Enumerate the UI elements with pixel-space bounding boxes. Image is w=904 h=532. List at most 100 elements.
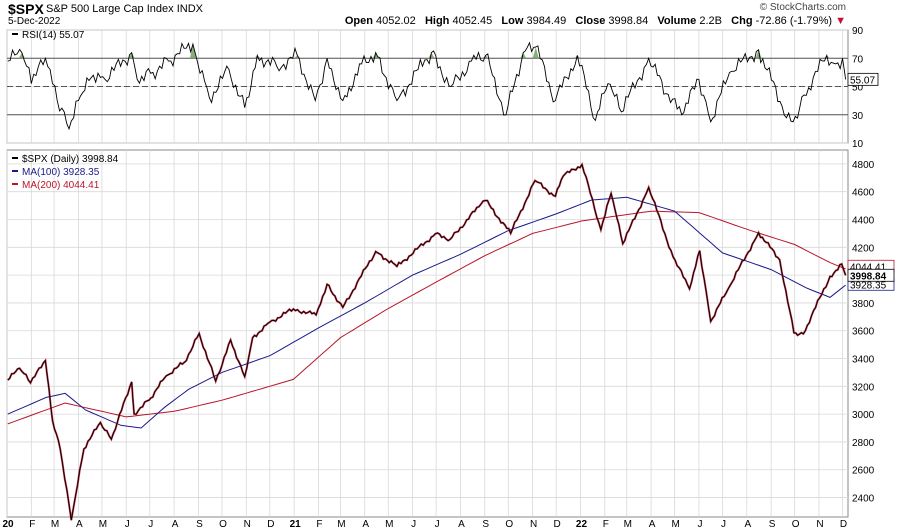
high-label: High: [424, 15, 450, 27]
rsi-last-value-label: 55.07: [850, 75, 875, 86]
x-tick-label: N: [816, 519, 823, 530]
price-y-tick-label: 4200: [852, 243, 875, 254]
x-tick-label: O: [219, 519, 227, 530]
brand-logo[interactable]: © StockCharts.com: [759, 2, 846, 13]
x-tick-label: A: [362, 519, 369, 530]
rsi-series-line: [7, 41, 847, 131]
x-tick-label: N: [244, 519, 251, 530]
x-tick-label: M: [385, 519, 393, 530]
x-tick-label: F: [316, 519, 322, 530]
rsi-y-tick-label: 50: [852, 83, 864, 94]
rsi-y-tick-label: 10: [852, 139, 864, 150]
x-tick-label: D: [554, 519, 561, 530]
rsi-overbought-fill: [428, 52, 435, 59]
price-y-tick-label: 3600: [852, 327, 875, 338]
x-tick-label: A: [76, 519, 83, 530]
symbol-label: $SPX: [8, 1, 44, 17]
x-tick-label: D: [840, 519, 847, 530]
ma200-series-line: [7, 210, 846, 425]
price-y-tick-label: 3000: [852, 410, 875, 421]
rsi-y-tick-label: 70: [852, 54, 864, 65]
x-tick-label: S: [769, 519, 776, 530]
x-tick-label: M: [624, 519, 632, 530]
x-tick-label: N: [530, 519, 537, 530]
price-legend-swatch: [12, 157, 18, 159]
x-tick-label: O: [792, 519, 800, 530]
rsi-legend-swatch-mark: [12, 33, 18, 35]
x-tick-label: 22: [576, 519, 588, 530]
price-y-tick-label: 3800: [852, 299, 875, 310]
low-label: Low: [501, 15, 524, 27]
rsi-overbought-fill: [482, 55, 489, 59]
x-tick-label: M: [51, 519, 59, 530]
price-y-tick-label: 3400: [852, 355, 875, 366]
x-tick-label: A: [172, 519, 179, 530]
rsi-overbought-fill: [520, 52, 527, 59]
rsi-overbought-fill: [532, 46, 539, 59]
rsi-legend-text: RSI(14) 55.07: [22, 30, 85, 41]
price-legend-swatch: [12, 170, 18, 172]
x-tick-label: A: [458, 519, 465, 530]
price-panel-frame: [6, 149, 849, 518]
rsi-overbought-fill: [189, 44, 196, 59]
price-shadow-line: [7, 162, 847, 521]
price-last-value-box: [847, 268, 895, 282]
price-legend-text: MA(100) 3928.35: [22, 167, 100, 178]
volume-value: 2.2B: [699, 15, 722, 27]
high-value: 4052.45: [452, 15, 493, 27]
price-legend-swatch: [12, 183, 18, 185]
rsi-overbought-fill: [128, 52, 135, 59]
x-tick-label: D: [267, 519, 274, 530]
x-tick-label: F: [29, 519, 35, 530]
price-y-tick-label: 4800: [852, 160, 875, 171]
rsi-y-tick-label: 30: [852, 111, 864, 122]
quote-summary: Open 4052.02 High 4052.45 Low 3984.49 Cl…: [345, 15, 846, 27]
x-tick-label: A: [649, 519, 656, 530]
exchange-label: INDX: [176, 3, 203, 15]
index-name: S&P 500 Large Cap Index INDX: [46, 3, 203, 15]
volume-label: Volume: [657, 15, 697, 27]
x-tick-label: A: [744, 519, 751, 530]
chg-label: Chg: [731, 15, 753, 27]
price-series-line: [7, 163, 847, 521]
open-value: 4052.02: [376, 15, 416, 27]
chart-header: $SPX S&P 500 Large Cap Index INDX 5-Dec-…: [0, 0, 904, 28]
x-tick-label: J: [721, 519, 726, 530]
price-y-tick-label: 4600: [852, 188, 875, 199]
x-tick-label: 21: [290, 519, 302, 530]
quote-date: 5-Dec-2022: [8, 16, 61, 27]
ma100-series-line: [7, 196, 846, 429]
x-tick-label: J: [435, 519, 440, 530]
ma200-last-value-label: 4044.41: [850, 262, 887, 273]
price-legend-text: $SPX (Daily) 3998.84: [22, 154, 119, 165]
x-tick-label: 20: [2, 519, 14, 530]
price-y-tick-label: 3200: [852, 382, 875, 393]
low-value: 3984.49: [526, 15, 567, 27]
price-last-value-label: 3998.84: [850, 271, 887, 282]
x-tick-label: J: [125, 519, 130, 530]
x-tick-label: J: [411, 519, 416, 530]
price-y-tick-label: 2400: [852, 494, 875, 505]
price-legend-text: MA(200) 4044.41: [22, 180, 100, 191]
open-label: Open: [344, 15, 373, 27]
x-tick-label: S: [196, 519, 203, 530]
x-tick-label: M: [99, 519, 107, 530]
close-value: 3998.84: [608, 15, 649, 27]
x-tick-label: S: [482, 519, 489, 530]
price-y-tick-label: 4400: [852, 216, 875, 227]
x-tick-label: J: [148, 519, 153, 530]
down-triangle-icon: ▼: [835, 15, 846, 27]
rsi-last-value-box: [847, 72, 879, 86]
index-name-text: S&P 500 Large Cap Index: [46, 3, 174, 15]
x-tick-label: O: [505, 519, 513, 530]
price-y-tick-label: 2800: [852, 438, 875, 449]
close-label: Close: [575, 15, 606, 27]
ma100-last-value-label: 3928.35: [850, 280, 887, 291]
x-tick-label: M: [337, 519, 345, 530]
x-tick-label: F: [603, 519, 609, 530]
x-tick-label: M: [671, 519, 679, 530]
price-y-tick-label: 2600: [852, 466, 875, 477]
x-tick-label: J: [697, 519, 702, 530]
chg-value: -72.86 (-1.79%): [755, 15, 833, 27]
